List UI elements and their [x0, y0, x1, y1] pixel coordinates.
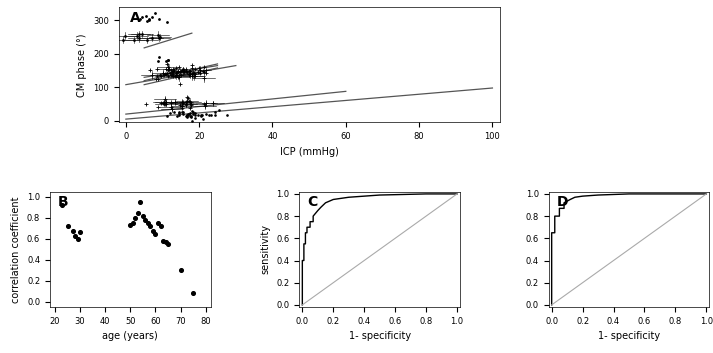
Point — [135, 199, 146, 205]
Y-axis label: sensitivity: sensitivity — [261, 225, 271, 274]
Point — [137, 213, 148, 219]
Text: C: C — [307, 195, 317, 209]
Point — [130, 215, 141, 221]
Point — [153, 220, 164, 226]
Text: B: B — [58, 195, 68, 209]
Point — [62, 223, 73, 229]
Point — [74, 229, 86, 234]
Point — [163, 241, 174, 247]
Point — [145, 223, 156, 229]
Point — [148, 228, 159, 233]
Y-axis label: CM phase (°): CM phase (°) — [78, 33, 88, 96]
X-axis label: 1- specificity: 1- specificity — [349, 331, 411, 341]
X-axis label: ICP (mmHg): ICP (mmHg) — [279, 147, 339, 157]
Point — [155, 223, 166, 229]
Point — [140, 217, 151, 223]
Point — [132, 210, 143, 216]
Text: A: A — [130, 11, 140, 24]
Point — [57, 203, 68, 208]
Point — [72, 236, 83, 242]
Point — [127, 220, 138, 226]
X-axis label: age (years): age (years) — [103, 331, 158, 341]
Point — [188, 291, 199, 296]
Point — [158, 238, 169, 244]
Point — [125, 222, 136, 228]
Text: D: D — [557, 195, 568, 209]
Point — [69, 233, 81, 239]
Point — [150, 231, 161, 237]
Point — [175, 268, 186, 273]
Point — [142, 220, 153, 226]
Point — [67, 228, 78, 233]
X-axis label: 1- specificity: 1- specificity — [598, 331, 660, 341]
Point — [160, 239, 171, 245]
Y-axis label: correlation coefficient: correlation coefficient — [11, 196, 21, 303]
